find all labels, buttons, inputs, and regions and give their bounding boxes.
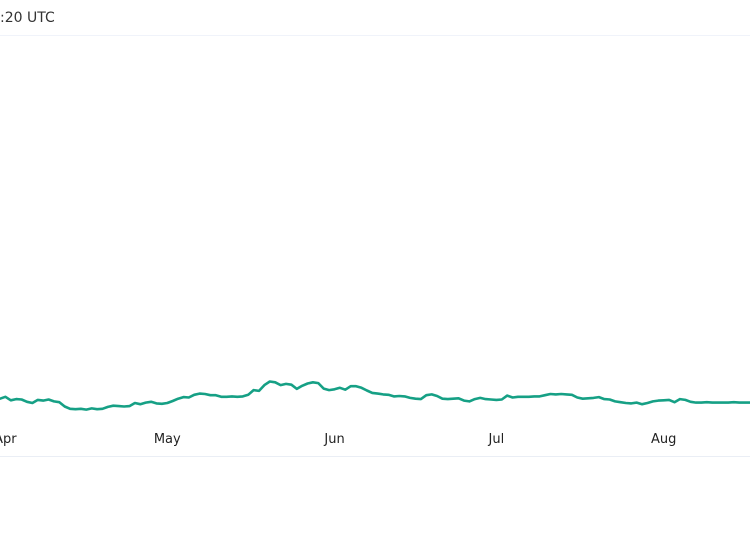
x-tick-label: Aug (651, 432, 676, 447)
plot-area (0, 380, 750, 411)
top-divider (0, 35, 750, 36)
x-axis: Apr May Jun Jul Aug (0, 432, 676, 447)
series-line-0 (0, 380, 750, 411)
x-tick-label: Jun (323, 432, 344, 447)
x-tick-label: Jul (488, 432, 505, 447)
chart-timestamp: :20 UTC (0, 10, 55, 26)
x-tick-label: May (154, 432, 181, 447)
bottom-divider (0, 456, 750, 457)
x-tick-label: Apr (0, 432, 17, 447)
